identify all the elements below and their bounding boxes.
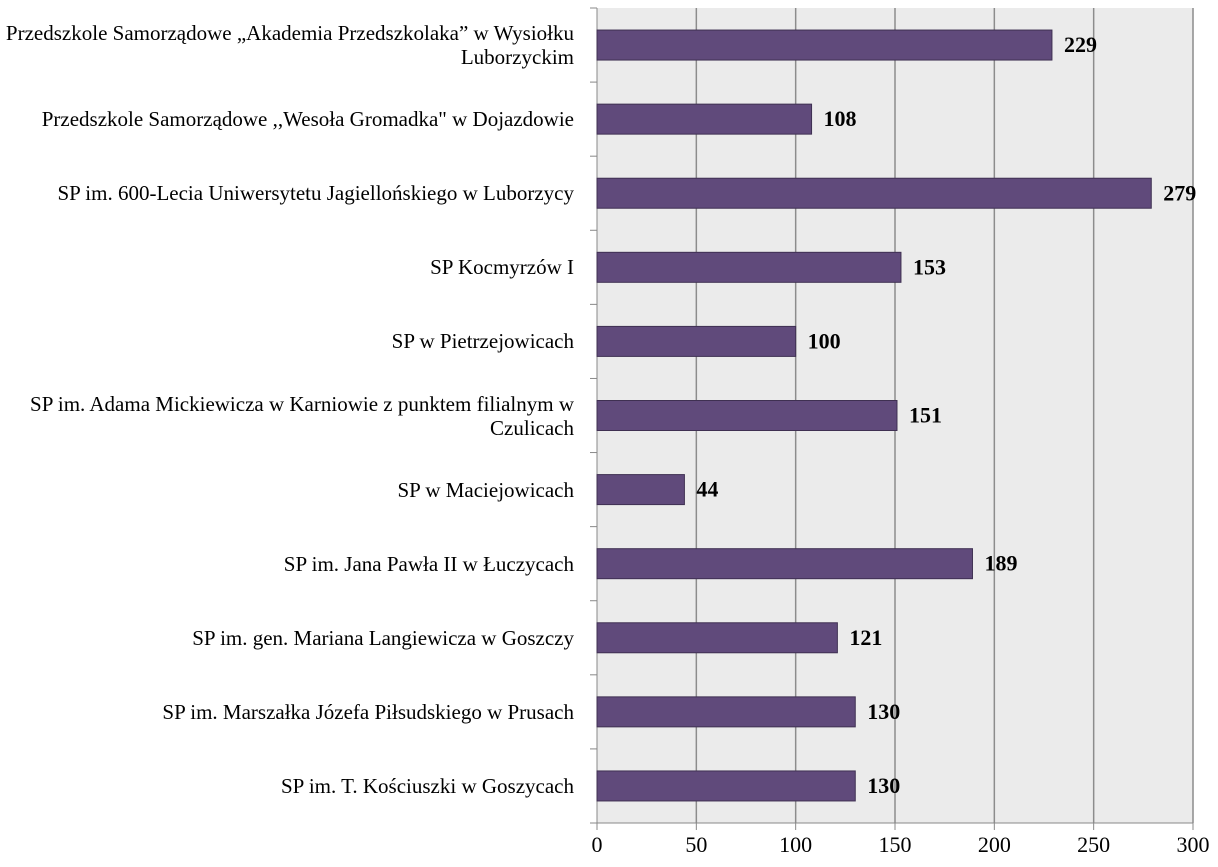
value-label: 153	[913, 254, 946, 279]
category-label: SP im. Marszałka Józefa Piłsudskiego w P…	[162, 699, 574, 724]
value-label: 100	[808, 328, 841, 353]
category-label: SP im. Adama Mickiewicza w Karniowie z p…	[30, 391, 574, 440]
value-label: 279	[1163, 180, 1196, 205]
bar	[596, 103, 813, 135]
value-label: 229	[1064, 32, 1097, 57]
x-tick-label: 200	[978, 832, 1011, 857]
value-label: 44	[696, 477, 718, 502]
bar	[596, 325, 797, 357]
value-label: 130	[867, 699, 900, 724]
x-tick-label: 300	[1177, 832, 1210, 857]
x-tick-label: 150	[879, 832, 912, 857]
value-label: 108	[824, 106, 857, 131]
category-label: SP im. Jana Pawła II w Łuczycach	[283, 551, 574, 576]
bar	[596, 622, 838, 654]
category-label: SP w Maciejowicach	[397, 477, 574, 502]
bar	[596, 548, 973, 580]
value-label: 151	[909, 403, 942, 428]
category-label: SP w Pietrzejowicach	[391, 329, 574, 354]
category-label: Przedszkole Samorządowe „Akademia Przeds…	[5, 21, 574, 70]
bar	[596, 400, 898, 431]
value-label: 121	[849, 625, 882, 650]
value-label: 130	[867, 773, 900, 798]
x-tick-label: 50	[685, 832, 707, 857]
bar	[596, 474, 685, 506]
category-label: SP im. gen. Mariana Langiewicza w Goszcz…	[192, 625, 574, 650]
x-tick-label: 250	[1077, 832, 1110, 857]
value-label: 189	[984, 551, 1017, 576]
x-tick-label: 100	[779, 832, 812, 857]
category-label: Przedszkole Samorządowe ,,Wesoła Gromadk…	[41, 107, 574, 132]
bar	[596, 251, 902, 283]
category-label: SP im. 600-Lecia Uniwersytetu Jagiellońs…	[57, 181, 574, 206]
bar	[596, 29, 1053, 61]
category-label: SP im. T. Kościuszki w Goszycach	[281, 773, 574, 798]
category-label: SP Kocmyrzów I	[430, 255, 574, 280]
x-tick-label: 0	[592, 832, 603, 857]
bar	[596, 770, 856, 802]
bar	[596, 177, 1152, 209]
bar	[596, 696, 856, 728]
